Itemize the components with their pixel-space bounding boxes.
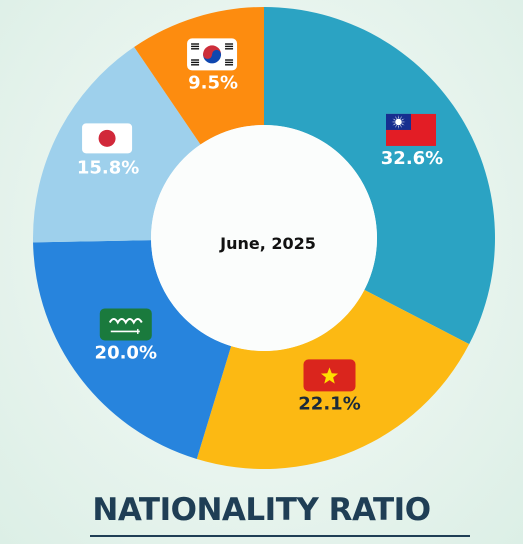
chart-title: NATIONALITY RATIO [92,492,431,528]
slice-label-vietnam: 22.1% [298,359,361,414]
korea-taeguk-swirl-red [203,49,213,59]
taiwan-sun-ray [391,121,396,123]
taiwan-sun-ray [401,121,406,123]
slice-percentage: 22.1% [298,393,360,414]
slice-percentage: 20.0% [95,342,157,363]
taiwan-sun-ray [398,114,399,119]
slice-saudi-arabia [33,240,232,460]
slice-label-japan: 15.8% [77,123,139,178]
slice-taiwan [264,7,495,345]
slice-label-taiwan: 32.6% [381,113,443,169]
taiwan-sun-ray [395,115,398,120]
taiwan-sun [394,118,403,126]
slice-label-south-korea: 9.5% [187,38,238,93]
title-underline [90,535,470,537]
slice-percentage: 9.5% [188,72,238,93]
taiwan-sun-ray [398,125,399,129]
taiwan-sun-ray [392,123,396,126]
donut-chart: June, 2025 32.6% 22.1% 20.0% 15.8% 9.5% [32,7,495,469]
slice-label-saudi-arabia: 20.0% [95,308,157,363]
taiwan-sun-ray [399,124,403,129]
saudi-script [108,317,143,325]
korea-taeguk-swirl-blue [212,49,222,59]
slice-percentage: 15.8% [77,157,139,178]
taiwan-sun-ray [401,123,405,126]
vietnam-star [320,367,339,384]
taiwan-sun-ray [399,115,403,120]
taiwan-sun-ray [392,118,396,121]
center-label: June, 2025 [219,234,316,253]
slice-percentage: 32.6% [381,148,443,169]
donut-center [151,125,377,351]
japan-sun [98,129,116,147]
taiwan-sun-ray [395,124,398,129]
taiwan-sun-ray [401,118,405,121]
